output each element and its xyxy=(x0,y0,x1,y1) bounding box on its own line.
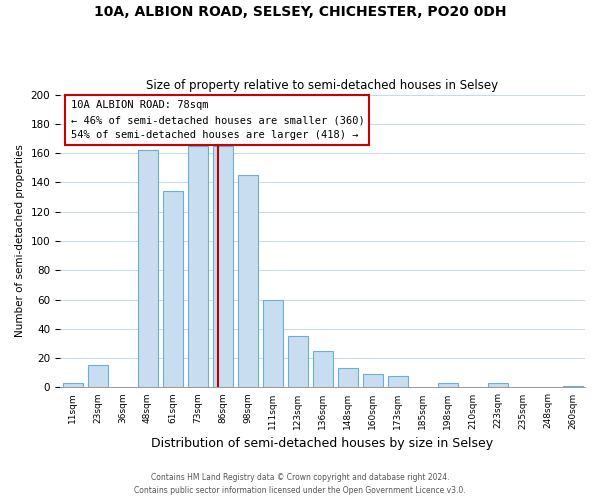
Bar xyxy=(238,175,257,388)
Bar xyxy=(188,146,208,388)
Bar xyxy=(388,376,407,388)
X-axis label: Distribution of semi-detached houses by size in Selsey: Distribution of semi-detached houses by … xyxy=(151,437,494,450)
Bar xyxy=(163,191,182,388)
Title: Size of property relative to semi-detached houses in Selsey: Size of property relative to semi-detach… xyxy=(146,79,499,92)
Bar xyxy=(437,383,458,388)
Bar xyxy=(287,336,308,388)
Bar xyxy=(313,351,332,388)
Bar xyxy=(488,383,508,388)
Text: Contains HM Land Registry data © Crown copyright and database right 2024.
Contai: Contains HM Land Registry data © Crown c… xyxy=(134,474,466,495)
Text: 10A ALBION ROAD: 78sqm
← 46% of semi-detached houses are smaller (360)
54% of se: 10A ALBION ROAD: 78sqm ← 46% of semi-det… xyxy=(71,100,364,140)
Bar xyxy=(563,386,583,388)
Bar xyxy=(88,366,107,388)
Bar xyxy=(338,368,358,388)
Text: 10A, ALBION ROAD, SELSEY, CHICHESTER, PO20 0DH: 10A, ALBION ROAD, SELSEY, CHICHESTER, PO… xyxy=(94,5,506,19)
Bar xyxy=(362,374,383,388)
Y-axis label: Number of semi-detached properties: Number of semi-detached properties xyxy=(15,144,25,338)
Bar xyxy=(137,150,158,388)
Bar xyxy=(263,300,283,388)
Bar xyxy=(212,146,233,388)
Bar xyxy=(62,383,83,388)
